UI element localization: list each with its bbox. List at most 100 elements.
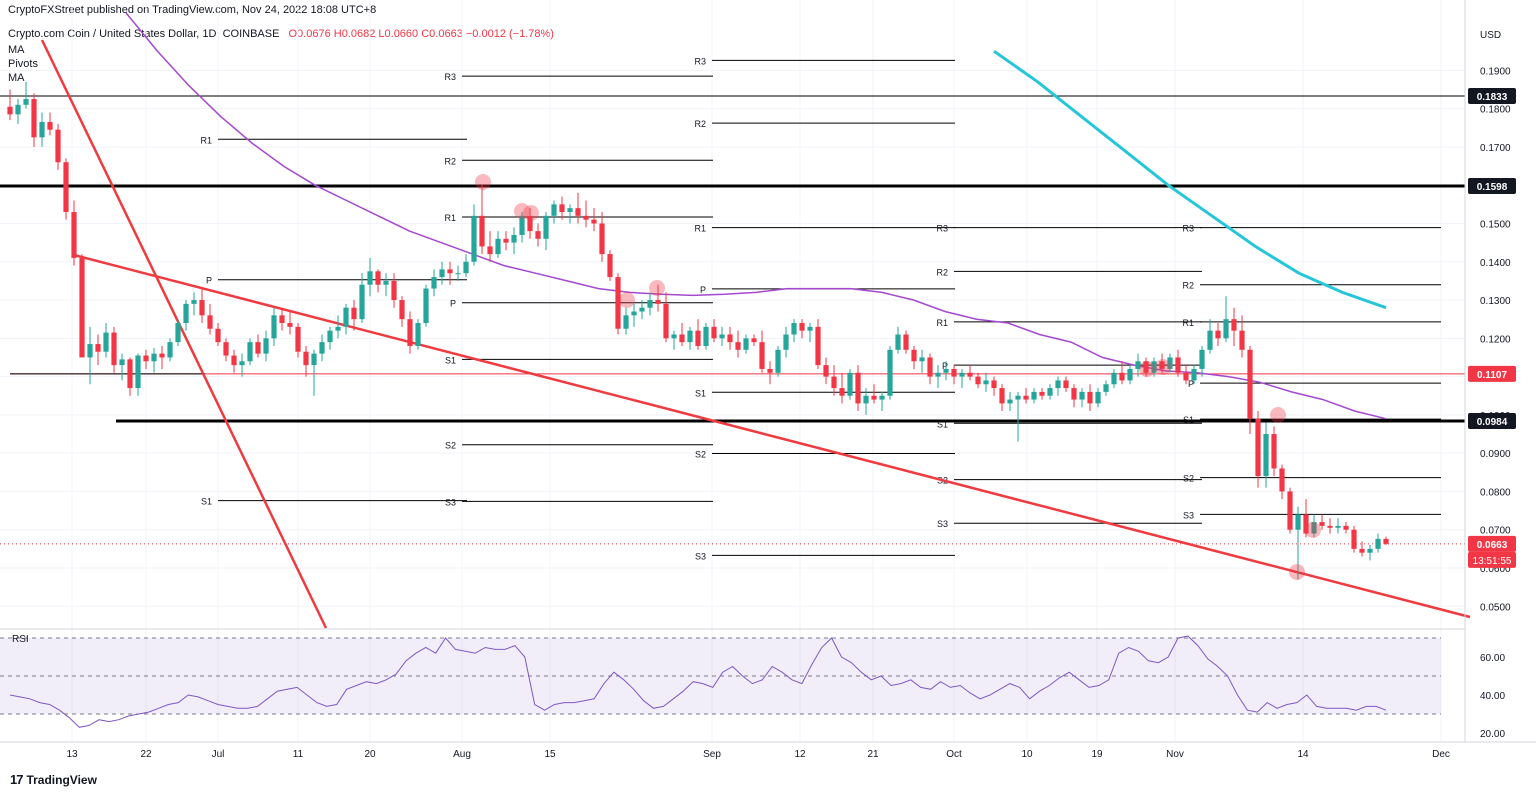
candle-body <box>647 300 653 308</box>
candle-body <box>991 380 997 389</box>
candle-body <box>919 357 925 362</box>
candle-body <box>399 300 405 320</box>
time-tick: 10 <box>1021 749 1033 760</box>
candle-body <box>743 338 749 350</box>
candle-body <box>711 326 717 339</box>
pivot-label-r3: R3 <box>1182 224 1194 234</box>
touch-markers <box>475 174 1321 580</box>
candle-body <box>735 342 741 350</box>
candle-body <box>207 315 213 329</box>
candle-body <box>1215 330 1221 339</box>
candle-body <box>727 334 733 343</box>
candle-body <box>959 372 965 377</box>
publisher-line: CryptoFXStreet published on TradingView.… <box>8 4 377 16</box>
candle-body <box>95 344 101 352</box>
pivot-label-r3: R3 <box>694 56 706 66</box>
candle-body <box>167 342 173 358</box>
candle-body <box>31 99 37 138</box>
candle-body <box>1335 525 1341 528</box>
time-tick: 11 <box>293 749 304 760</box>
price-tick: 0.1200 <box>1480 334 1511 345</box>
pivot-label-s2: S2 <box>445 441 456 451</box>
candle-body <box>119 359 125 366</box>
price-label: 0.0984 <box>1477 417 1508 428</box>
pivot-label-s3: S3 <box>1183 510 1194 520</box>
candle-body <box>375 271 381 285</box>
rsi-tick: 60.00 <box>1480 653 1505 664</box>
candle-body <box>815 326 821 366</box>
pivot-label-s1: S1 <box>695 388 706 398</box>
pivot-label-s3: S3 <box>695 551 706 561</box>
pivot-label-p: P <box>450 299 456 309</box>
candle-body <box>679 334 685 343</box>
pivot-levels: R1 P S1 R3 R2 R1 P S1 S2 S3 R3 R2 R1 P S1 S2 S3 R3 R2 R1 P S1… <box>200 56 1441 561</box>
steep-downtrend-line <box>40 39 328 629</box>
candle-body <box>1159 361 1165 369</box>
pivot-label-r1: R1 <box>1182 318 1194 328</box>
candle-body <box>239 361 245 366</box>
candle-body <box>367 271 373 285</box>
pivot-label-r1: R1 <box>444 213 456 223</box>
candle-body <box>1175 357 1181 373</box>
candle-body <box>191 300 197 304</box>
candle-body <box>1071 388 1077 400</box>
touch-marker <box>1139 361 1155 377</box>
touch-marker <box>619 292 635 308</box>
tradingview-brand[interactable]: 17 TradingView <box>10 772 97 787</box>
pivot-label-s1: S1 <box>201 497 212 507</box>
price-label-box <box>1468 365 1516 382</box>
pivot-label-p: P <box>1188 379 1194 389</box>
candle-body <box>215 328 221 343</box>
candle-body <box>335 326 341 331</box>
indicator-ma50-label[interactable]: MA <box>8 44 25 56</box>
price-label: 0.1107 <box>1477 370 1507 381</box>
candle-body <box>751 338 757 343</box>
indicator-ma200-label[interactable]: MA <box>8 72 25 84</box>
price-label-box <box>1468 88 1516 104</box>
candle-body <box>223 342 229 356</box>
candle-body <box>263 338 269 354</box>
candle-body <box>463 261 469 274</box>
candle-body <box>1367 548 1373 553</box>
candle-body <box>1311 522 1317 534</box>
candle-body <box>327 330 333 343</box>
time-tick: Nov <box>1166 749 1184 760</box>
tradingview-logo-icon: 17 <box>10 772 24 787</box>
candles <box>7 81 1389 580</box>
candle-body <box>391 280 397 301</box>
candle-body <box>1231 319 1237 331</box>
countdown-box <box>1468 551 1516 568</box>
candle-body <box>519 215 525 235</box>
candle-body <box>1151 361 1157 373</box>
candle-body <box>759 342 765 369</box>
candle-body <box>967 372 973 377</box>
time-tick: Dec <box>1432 749 1450 760</box>
price-tick: 0.0500 <box>1480 602 1511 613</box>
pivot-label-r2: R2 <box>694 119 706 129</box>
price-tick: 0.1400 <box>1480 258 1511 269</box>
pivot-label-p: P <box>206 276 212 286</box>
indicator-pivots-label[interactable]: Pivots <box>8 58 38 70</box>
candle-body <box>1383 538 1389 544</box>
candle-body <box>583 215 589 220</box>
candle-body <box>1111 372 1117 385</box>
candle-body <box>935 372 941 377</box>
candle-body <box>303 351 309 366</box>
candle-body <box>639 307 645 312</box>
candle-body <box>575 208 581 216</box>
pivot-label-r2: R2 <box>1182 281 1194 291</box>
candle-body <box>1247 349 1253 419</box>
candle-body <box>1239 330 1245 350</box>
candle-body <box>359 284 365 320</box>
candle-body <box>63 162 69 212</box>
candle-body <box>1359 548 1365 553</box>
countdown-label: 13:51:55 <box>1473 556 1512 567</box>
rsi-label: RSI <box>12 634 29 645</box>
candle-body <box>1167 357 1173 369</box>
candle-body <box>287 323 293 327</box>
candle-body <box>671 334 677 339</box>
candle-body <box>1255 418 1261 477</box>
price-tick: 0.0900 <box>1480 449 1511 460</box>
time-tick: 21 <box>867 749 879 760</box>
